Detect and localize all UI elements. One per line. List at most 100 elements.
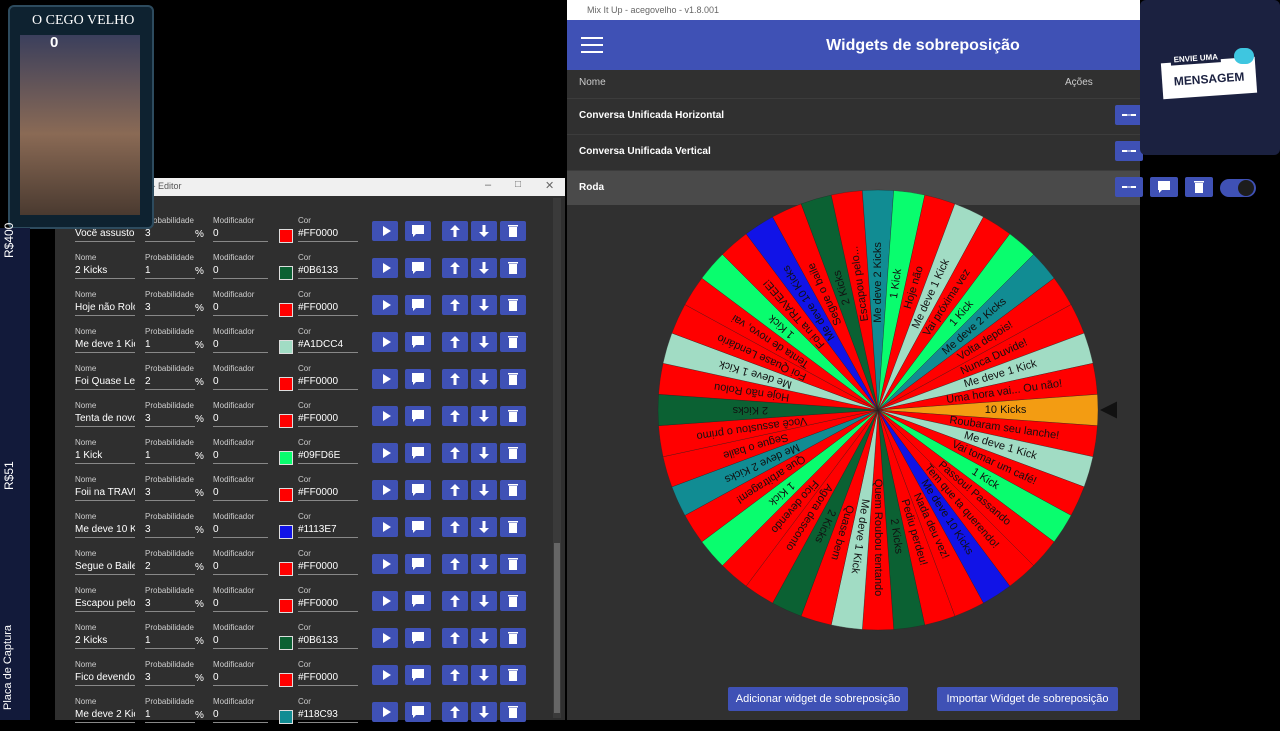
name-input[interactable]: Hoje não Rolo [75, 302, 135, 316]
scrollbar[interactable] [553, 198, 561, 718]
color-input[interactable]: #FF0000 [298, 561, 358, 575]
probability-input[interactable]: 2 [145, 376, 195, 390]
probability-input[interactable]: 3 [145, 302, 195, 316]
modifier-input[interactable]: 0 [213, 561, 268, 575]
modifier-input[interactable]: 0 [213, 635, 268, 649]
modifier-input[interactable]: 0 [213, 598, 268, 612]
delete-button[interactable] [500, 591, 526, 611]
delete-button[interactable] [500, 369, 526, 389]
play-button[interactable] [372, 369, 398, 389]
move-down-button[interactable] [471, 221, 497, 241]
move-up-button[interactable] [442, 591, 468, 611]
play-button[interactable] [372, 221, 398, 241]
move-down-button[interactable] [471, 591, 497, 611]
delete-button[interactable] [1185, 177, 1213, 197]
message-button[interactable] [405, 221, 431, 241]
move-down-button[interactable] [471, 258, 497, 278]
delete-button[interactable] [500, 332, 526, 352]
play-button[interactable] [372, 406, 398, 426]
modifier-input[interactable]: 0 [213, 450, 268, 464]
message-button[interactable] [405, 443, 431, 463]
delete-button[interactable] [500, 258, 526, 278]
move-up-button[interactable] [442, 369, 468, 389]
name-input[interactable]: Segue o Baile [75, 561, 135, 575]
modifier-input[interactable]: 0 [213, 228, 268, 242]
minimize[interactable]: – [485, 179, 492, 191]
color-input[interactable]: #FF0000 [298, 228, 358, 242]
delete-button[interactable] [500, 406, 526, 426]
color-input[interactable]: #FF0000 [298, 302, 358, 316]
delete-button[interactable] [500, 517, 526, 537]
modifier-input[interactable]: 0 [213, 487, 268, 501]
name-input[interactable]: Me deve 1 Kic [75, 339, 135, 353]
color-input[interactable]: #1113E7 [298, 524, 358, 538]
link-button[interactable] [1115, 177, 1143, 197]
probability-input[interactable]: 3 [145, 487, 195, 501]
move-up-button[interactable] [442, 628, 468, 648]
probability-input[interactable]: 1 [145, 709, 195, 723]
color-input[interactable]: #FF0000 [298, 487, 358, 501]
move-down-button[interactable] [471, 295, 497, 315]
import-widget-button[interactable]: Importar Widget de sobreposição [937, 687, 1118, 711]
delete-button[interactable] [500, 665, 526, 685]
move-up-button[interactable] [442, 406, 468, 426]
color-input[interactable]: #FF0000 [298, 413, 358, 427]
modifier-input[interactable]: 0 [213, 709, 268, 723]
color-input[interactable]: #118C93 [298, 709, 358, 723]
play-button[interactable] [372, 480, 398, 500]
move-up-button[interactable] [442, 221, 468, 241]
name-input[interactable]: Me deve 2 Kic [75, 709, 135, 723]
move-up-button[interactable] [442, 554, 468, 574]
move-down-button[interactable] [471, 665, 497, 685]
name-input[interactable]: Foi Quase Ler [75, 376, 135, 390]
move-down-button[interactable] [471, 480, 497, 500]
toggle[interactable] [1220, 179, 1256, 197]
add-widget-button[interactable]: Adicionar widget de sobreposição [728, 687, 908, 711]
color-input[interactable]: #0B6133 [298, 265, 358, 279]
widget-row[interactable]: Conversa Unificada Vertical [567, 134, 1143, 169]
name-input[interactable]: Você assustou [75, 228, 135, 242]
move-up-button[interactable] [442, 443, 468, 463]
modifier-input[interactable]: 0 [213, 672, 268, 686]
menu-button[interactable] [581, 37, 603, 53]
modifier-input[interactable]: 0 [213, 524, 268, 538]
name-input[interactable]: Fico devendo [75, 672, 135, 686]
play-button[interactable] [372, 591, 398, 611]
message-button[interactable] [405, 295, 431, 315]
probability-input[interactable]: 2 [145, 561, 195, 575]
color-input[interactable]: #09FD6E [298, 450, 358, 464]
modifier-input[interactable]: 0 [213, 413, 268, 427]
move-up-button[interactable] [442, 480, 468, 500]
move-up-button[interactable] [442, 295, 468, 315]
play-button[interactable] [372, 702, 398, 722]
probability-input[interactable]: 3 [145, 413, 195, 427]
color-input[interactable]: #FF0000 [298, 598, 358, 612]
scroll-thumb[interactable] [554, 543, 560, 713]
color-input[interactable]: #FF0000 [298, 376, 358, 390]
probability-input[interactable]: 1 [145, 635, 195, 649]
modifier-input[interactable]: 0 [213, 302, 268, 316]
maximize[interactable]: □ [515, 179, 522, 190]
move-down-button[interactable] [471, 517, 497, 537]
name-input[interactable]: 2 Kicks [75, 265, 135, 279]
delete-button[interactable] [500, 295, 526, 315]
move-down-button[interactable] [471, 443, 497, 463]
message-button[interactable] [405, 591, 431, 611]
play-button[interactable] [372, 295, 398, 315]
move-up-button[interactable] [442, 702, 468, 722]
play-button[interactable] [372, 665, 398, 685]
link-button[interactable] [1115, 105, 1143, 125]
probability-input[interactable]: 3 [145, 228, 195, 242]
probability-input[interactable]: 1 [145, 265, 195, 279]
probability-input[interactable]: 3 [145, 524, 195, 538]
move-down-button[interactable] [471, 406, 497, 426]
name-input[interactable]: 2 Kicks [75, 635, 135, 649]
move-down-button[interactable] [471, 628, 497, 648]
move-up-button[interactable] [442, 517, 468, 537]
name-input[interactable]: Foii na TRAVE [75, 487, 135, 501]
modifier-input[interactable]: 0 [213, 339, 268, 353]
probability-input[interactable]: 1 [145, 450, 195, 464]
play-button[interactable] [372, 628, 398, 648]
name-input[interactable]: 1 Kick [75, 450, 135, 464]
name-input[interactable]: Tenta de novo [75, 413, 135, 427]
